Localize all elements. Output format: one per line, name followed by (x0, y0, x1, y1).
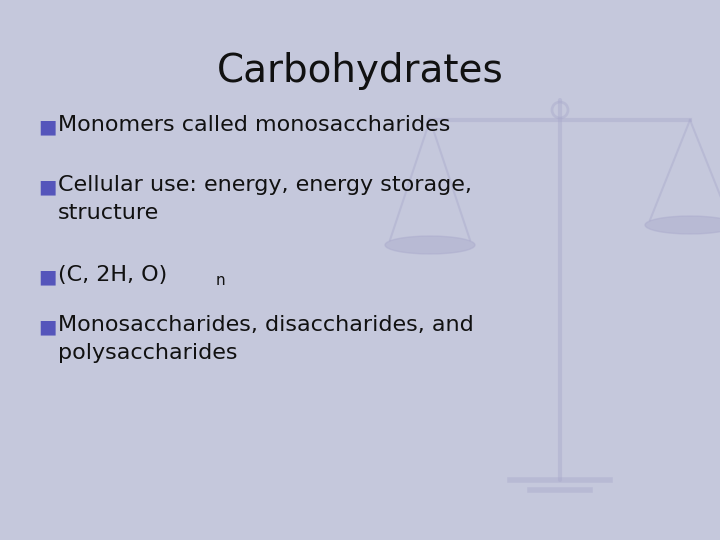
Text: Monomers called monosaccharides: Monomers called monosaccharides (58, 115, 451, 135)
Ellipse shape (385, 236, 475, 254)
Text: Carbohydrates: Carbohydrates (217, 52, 503, 90)
Ellipse shape (645, 216, 720, 234)
Text: Cellular use: energy, energy storage,: Cellular use: energy, energy storage, (58, 175, 472, 195)
Text: (C, 2H, O): (C, 2H, O) (58, 265, 167, 285)
Text: structure: structure (58, 203, 159, 223)
Text: ■: ■ (38, 117, 56, 136)
Text: ■: ■ (38, 317, 56, 336)
Text: ■: ■ (38, 177, 56, 196)
Text: polysaccharides: polysaccharides (58, 343, 238, 363)
Text: ■: ■ (38, 267, 56, 286)
Text: Monosaccharides, disaccharides, and: Monosaccharides, disaccharides, and (58, 315, 474, 335)
Text: n: n (216, 273, 225, 288)
